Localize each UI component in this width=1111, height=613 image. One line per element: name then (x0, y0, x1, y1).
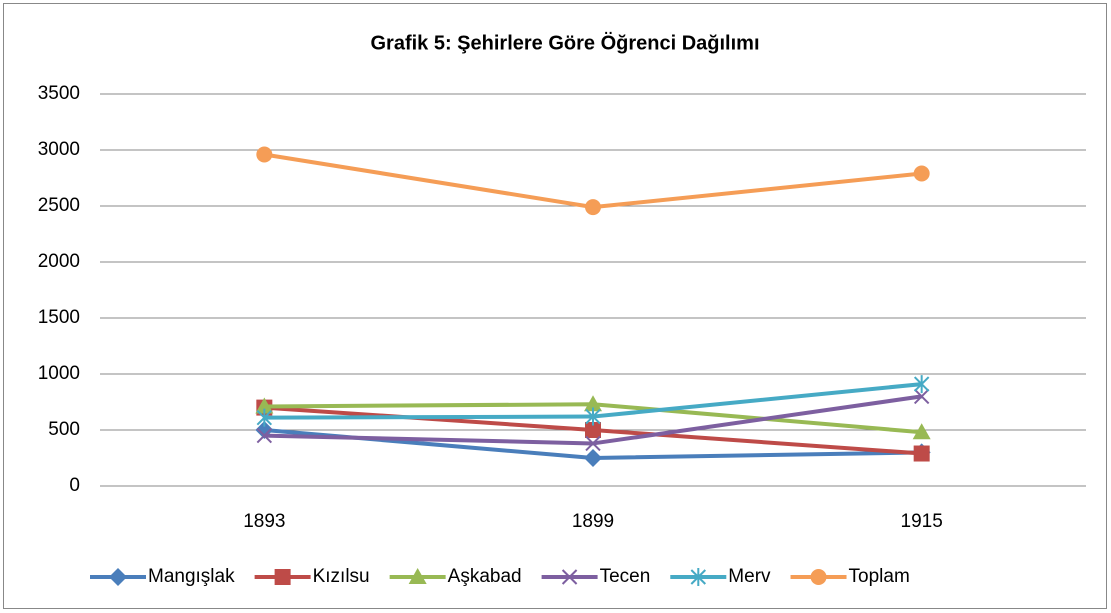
marker (690, 568, 707, 586)
marker (561, 569, 578, 585)
y-tick-label: 2500 (38, 195, 80, 216)
y-tick-label: 500 (48, 419, 80, 440)
marker (913, 445, 930, 462)
chart-title: Grafik 5: Şehirlere Göre Öğrenci Dağılım… (370, 31, 759, 54)
marker (913, 388, 930, 405)
marker (585, 435, 601, 452)
legend-label: Aşkabad (448, 566, 522, 587)
y-tick-label: 3500 (38, 83, 80, 104)
marker (585, 422, 601, 438)
legend-label: Mangışlak (148, 566, 235, 587)
marker (810, 569, 827, 585)
marker (274, 569, 291, 585)
x-tick-label: 1915 (901, 511, 943, 532)
legend-label: Toplam (849, 566, 910, 587)
marker (585, 199, 601, 216)
chart-border (3, 3, 1107, 609)
y-tick-label: 1500 (38, 307, 80, 328)
y-tick-label: 2000 (38, 251, 80, 272)
marker (584, 395, 602, 412)
legend-label: Kızılsu (313, 566, 370, 587)
y-tick-label: 1000 (38, 363, 80, 384)
legend-label: Merv (728, 566, 771, 587)
marker (585, 407, 601, 426)
marker (256, 146, 273, 163)
legend-label: Tecen (600, 566, 651, 587)
marker (913, 375, 930, 394)
marker (255, 397, 274, 414)
marker (256, 408, 273, 427)
x-tick-label: 1899 (572, 511, 614, 532)
x-tick-label: 1893 (243, 511, 285, 532)
y-tick-label: 3000 (38, 139, 80, 160)
marker (913, 165, 930, 182)
y-tick-label: 0 (69, 475, 80, 496)
marker (408, 568, 427, 584)
marker (584, 449, 602, 467)
marker (256, 427, 273, 444)
marker (912, 423, 931, 440)
marker (109, 568, 127, 586)
